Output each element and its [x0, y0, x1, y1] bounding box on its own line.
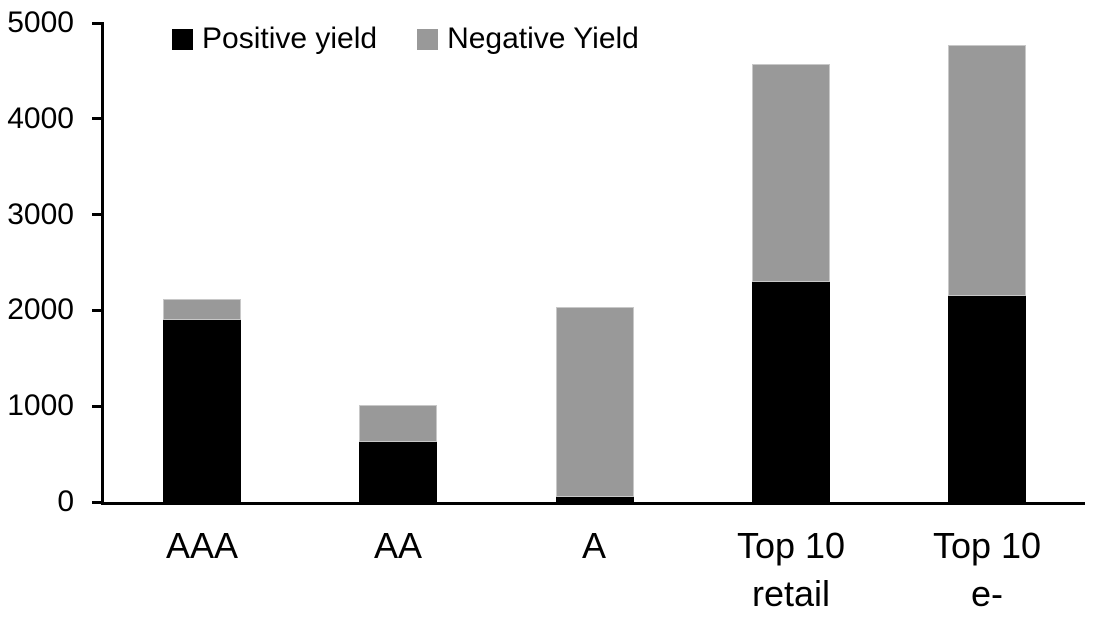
y-axis-tick — [92, 309, 104, 312]
positive-yield-swatch-icon — [172, 28, 193, 50]
negative-yield-segment — [948, 45, 1026, 296]
legend-item-positive-yield: Positive yield — [172, 24, 377, 54]
positive-yield-segment — [359, 442, 437, 502]
y-axis-tick — [92, 117, 104, 120]
negative-yield-segment — [163, 299, 241, 321]
negative-yield-segment — [752, 64, 830, 283]
y-axis-tick — [92, 501, 104, 504]
positive-yield-segment — [948, 295, 1026, 502]
legend-item-negative-yield: Negative Yield — [417, 24, 639, 54]
positive-yield-segment — [752, 282, 830, 502]
y-axis-line — [101, 23, 104, 505]
legend-label-positive-yield: Positive yield — [202, 22, 378, 55]
x-axis-category-label: Top 10 e-commerce — [932, 525, 1042, 614]
legend-label-negative-yield: Negative Yield — [447, 22, 639, 55]
negative-yield-segment — [556, 307, 634, 498]
y-axis-tick-label: 4000 — [7, 102, 74, 135]
bar-a — [556, 307, 634, 502]
y-axis-tick — [92, 213, 104, 216]
positive-yield-segment — [163, 320, 241, 502]
x-axis-category-label: AAA — [165, 525, 239, 566]
positive-yield-segment — [556, 497, 634, 502]
negative-yield-swatch-icon — [417, 28, 439, 50]
x-axis-category-label: AA — [373, 525, 423, 566]
bar-aa — [359, 405, 437, 502]
y-axis-tick-label: 0 — [57, 485, 74, 518]
negative-yield-segment — [359, 405, 437, 443]
x-axis-category-label: Top 10 retail & fast pmt — [736, 525, 846, 614]
y-axis-tick-label: 2000 — [7, 293, 74, 326]
bar-aaa — [163, 299, 241, 502]
chart-legend: Positive yield Negative Yield — [172, 24, 639, 54]
bar-top-10 — [948, 45, 1026, 502]
y-axis-tick-label: 1000 — [7, 389, 74, 422]
y-axis-tick — [92, 22, 104, 25]
bar-top-10-retail — [752, 64, 830, 502]
y-axis-tick-label: 3000 — [7, 198, 74, 231]
x-axis-line — [101, 502, 1085, 505]
y-axis-tick-label: 5000 — [7, 6, 74, 39]
y-axis-tick — [92, 405, 104, 408]
x-axis-category-label: A — [581, 525, 606, 566]
